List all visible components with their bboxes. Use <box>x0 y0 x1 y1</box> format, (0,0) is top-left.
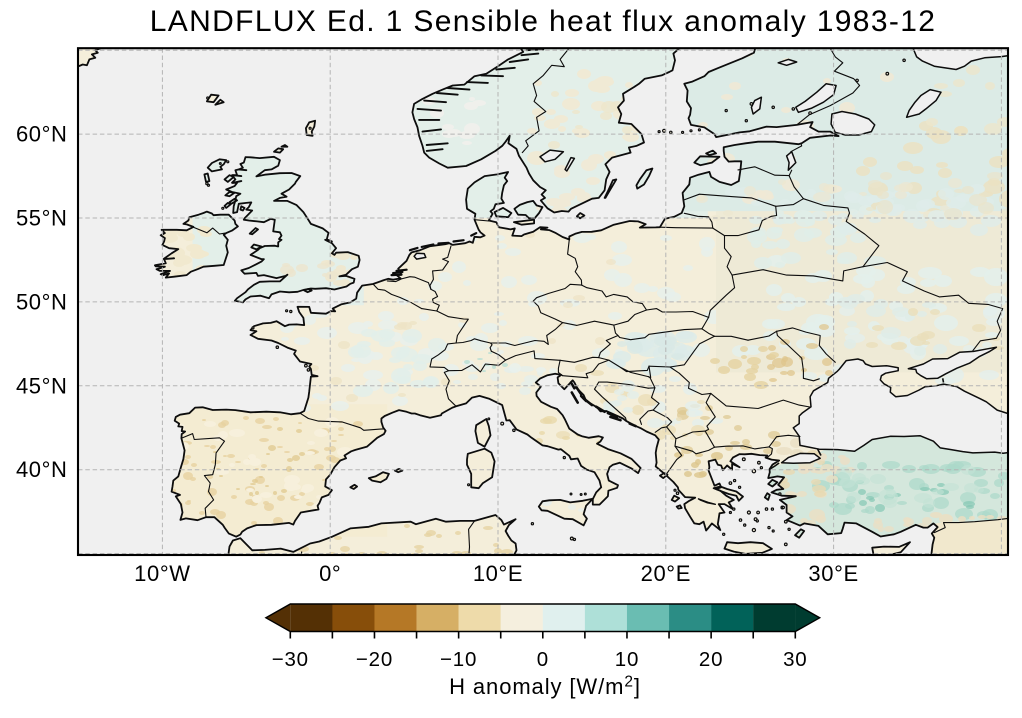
svg-text:10°W: 10°W <box>134 561 190 586</box>
svg-text:10: 10 <box>615 648 639 671</box>
svg-text:45°N: 45°N <box>16 373 68 398</box>
svg-text:0°: 0° <box>319 561 341 586</box>
svg-text:LANDFLUX Ed. 1 Sensible heat f: LANDFLUX Ed. 1 Sensible heat flux anomal… <box>150 5 937 38</box>
svg-text:0: 0 <box>537 648 549 671</box>
svg-text:30: 30 <box>783 648 807 671</box>
svg-text:−20: −20 <box>356 648 393 671</box>
svg-text:20: 20 <box>699 648 723 671</box>
svg-text:40°N: 40°N <box>16 457 68 482</box>
svg-text:55°N: 55°N <box>16 206 68 231</box>
svg-text:60°N: 60°N <box>16 122 68 147</box>
svg-text:20°E: 20°E <box>641 561 691 586</box>
svg-text:H anomaly [W/m2]: H anomaly [W/m2] <box>449 674 641 700</box>
svg-text:10°E: 10°E <box>473 561 523 586</box>
svg-text:30°E: 30°E <box>808 561 858 586</box>
svg-text:−30: −30 <box>272 648 309 671</box>
svg-text:−10: −10 <box>440 648 477 671</box>
svg-text:50°N: 50°N <box>16 289 68 314</box>
